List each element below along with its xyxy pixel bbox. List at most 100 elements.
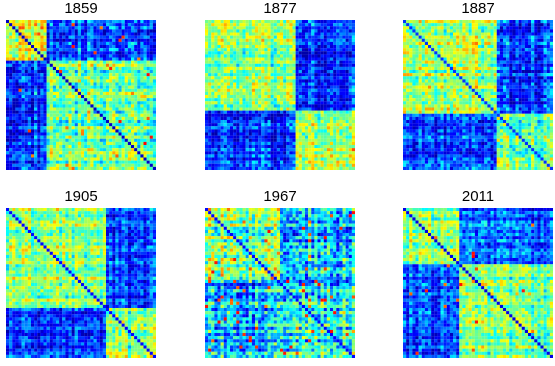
heatmap-cell xyxy=(236,148,240,152)
heatmap-cell xyxy=(90,123,94,127)
heatmap-cell xyxy=(68,60,72,64)
heatmap-cell xyxy=(242,166,246,170)
heatmap-cell xyxy=(137,123,141,127)
heatmap-cell xyxy=(456,20,460,24)
heatmap-cell xyxy=(351,23,355,27)
heatmap-cell xyxy=(326,113,331,117)
heatmap-cell xyxy=(208,141,212,146)
heatmap-cell xyxy=(12,95,16,99)
heatmap-cell xyxy=(62,141,66,146)
heatmap-cell xyxy=(93,141,97,146)
heatmap-cell xyxy=(305,95,309,99)
heatmap-cell xyxy=(270,82,274,86)
heatmap-cell xyxy=(143,63,147,67)
heatmap-cell xyxy=(112,126,116,130)
heatmap-cell xyxy=(131,23,135,27)
heatmap-cell xyxy=(311,120,315,124)
heatmap-cell xyxy=(336,79,340,83)
heatmap-cell xyxy=(251,57,256,61)
heatmap-cell xyxy=(12,70,16,74)
heatmap-cell xyxy=(348,129,352,133)
heatmap-cell xyxy=(205,26,209,30)
heatmap-cell xyxy=(248,166,252,170)
heatmap-cell xyxy=(81,157,85,161)
heatmap-cell xyxy=(59,107,63,111)
heatmap-cell xyxy=(40,151,44,155)
heatmap-cell xyxy=(484,32,488,36)
heatmap-cell xyxy=(220,20,224,24)
heatmap-cell xyxy=(311,82,315,86)
heatmap-cell xyxy=(6,20,10,24)
heatmap-cell xyxy=(255,76,259,80)
heatmap-cell xyxy=(96,101,100,105)
heatmap-cell xyxy=(137,35,141,39)
heatmap-cell xyxy=(59,88,63,92)
heatmap-cell xyxy=(223,70,227,74)
heatmap-cell xyxy=(230,23,234,27)
heatmap-cell xyxy=(308,20,312,24)
heatmap-cell xyxy=(462,41,466,46)
heatmap-cell xyxy=(515,32,519,36)
heatmap-cell xyxy=(280,91,284,96)
heatmap-cell xyxy=(236,104,240,108)
heatmap-cell xyxy=(49,85,53,89)
heatmap-cell xyxy=(134,145,138,149)
heatmap-cell xyxy=(239,35,243,39)
heatmap-cell xyxy=(226,98,231,102)
heatmap-cell xyxy=(326,138,331,142)
heatmap-cell xyxy=(131,66,135,71)
heatmap-cell xyxy=(351,38,355,42)
heatmap-cell xyxy=(211,91,215,96)
heatmap-cell xyxy=(137,116,141,121)
heatmap-cell xyxy=(326,166,331,170)
heatmap-cell xyxy=(267,38,271,42)
heatmap-cell xyxy=(52,163,57,167)
heatmap-cell xyxy=(267,116,271,121)
heatmap-cell xyxy=(236,157,240,161)
heatmap-cell xyxy=(289,88,293,92)
heatmap-cell xyxy=(140,95,144,99)
heatmap-cell xyxy=(311,157,315,161)
heatmap-cell xyxy=(446,29,450,33)
heatmap-cell xyxy=(258,54,262,58)
heatmap-cell xyxy=(87,32,91,36)
heatmap-cell xyxy=(127,160,132,164)
heatmap-cell xyxy=(12,101,16,105)
heatmap-cell xyxy=(528,23,532,27)
heatmap-cell xyxy=(286,116,290,121)
heatmap-cell xyxy=(512,35,516,39)
heatmap-cell xyxy=(102,157,107,161)
heatmap-cell xyxy=(118,98,122,102)
heatmap-cell xyxy=(301,107,306,111)
heatmap-cell xyxy=(40,51,44,55)
heatmap-cell xyxy=(146,110,150,114)
heatmap-cell xyxy=(292,85,296,89)
heatmap-cell xyxy=(251,66,256,71)
heatmap-cell xyxy=(289,98,293,102)
heatmap-cell xyxy=(345,73,349,77)
heatmap-cell xyxy=(336,113,340,117)
heatmap-cell xyxy=(99,20,103,24)
heatmap-cell xyxy=(15,70,19,74)
heatmap-cell xyxy=(118,101,122,105)
heatmap-cell xyxy=(137,60,141,64)
heatmap-cell xyxy=(283,57,287,61)
heatmap-cell xyxy=(292,132,296,136)
heatmap-cell xyxy=(339,85,343,89)
heatmap-cell xyxy=(27,35,32,39)
heatmap-cell xyxy=(115,145,119,149)
heatmap-cell xyxy=(220,76,224,80)
heatmap-cell xyxy=(152,110,156,114)
heatmap-cell xyxy=(81,66,85,71)
heatmap-cell xyxy=(87,163,91,167)
heatmap-cell xyxy=(15,145,19,149)
heatmap-cell xyxy=(236,70,240,74)
heatmap-cell xyxy=(474,23,479,27)
heatmap-cell xyxy=(208,26,212,30)
heatmap-cell xyxy=(6,60,10,64)
heatmap-cell xyxy=(512,41,516,46)
heatmap-cell xyxy=(211,110,215,114)
heatmap-matrix xyxy=(403,20,553,170)
heatmap-cell xyxy=(40,113,44,117)
heatmap-cell xyxy=(146,66,150,71)
